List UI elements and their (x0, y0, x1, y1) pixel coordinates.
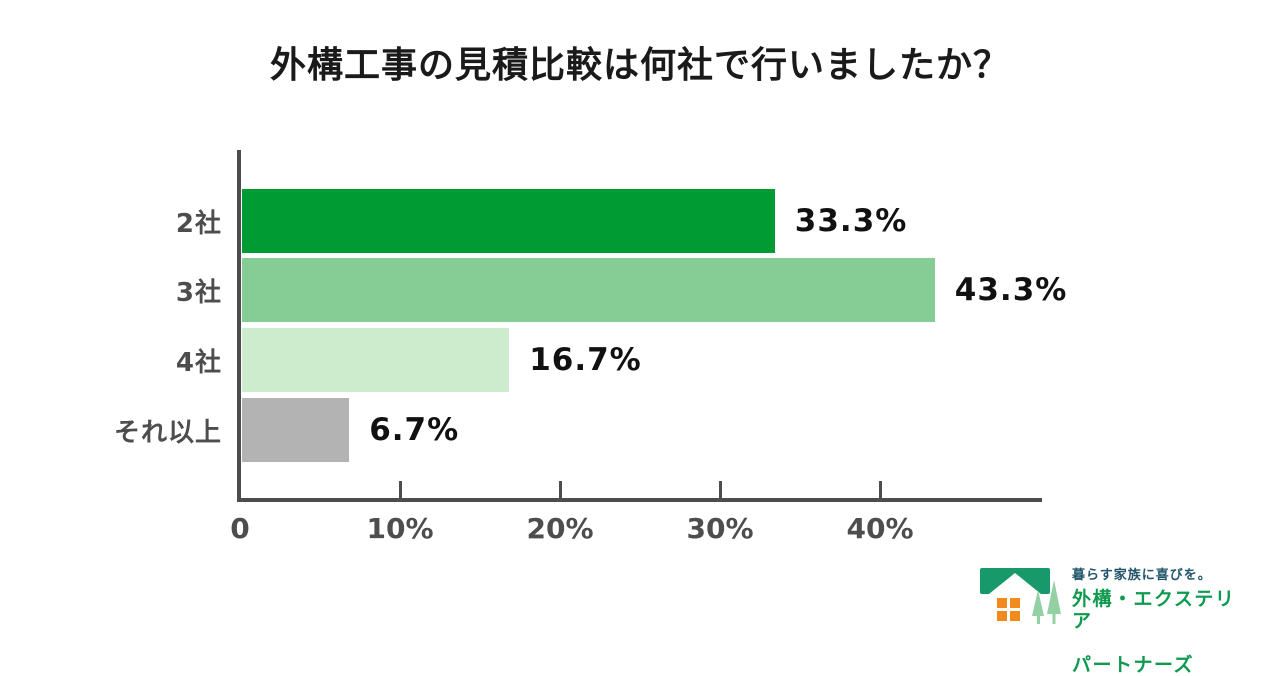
y-axis-line (237, 150, 241, 502)
bar-row: 2社 33.3% (0, 189, 1280, 253)
category-label: それ以上 (113, 417, 222, 448)
value-label: 6.7% (369, 412, 460, 448)
bar-2sha (242, 189, 775, 253)
bar-row: 3社 43.3% (0, 258, 1280, 322)
bar-row: 4社 16.7% (0, 328, 1280, 392)
x-tick-label: 10% (366, 512, 434, 545)
logo-company-name: 外構・エクステリア パートナーズ (1072, 588, 1237, 676)
x-tick-label: 30% (686, 512, 754, 545)
value-label: 43.3% (954, 272, 1068, 308)
logo-tagline: 暮らす家族に喜びを。 (1072, 568, 1212, 583)
bar-sore-ijou (242, 398, 350, 462)
bar-row: それ以上 6.7% (0, 398, 1280, 462)
x-tick-mark (398, 481, 402, 498)
x-tick-mark (718, 481, 722, 498)
value-label: 33.3% (794, 203, 908, 239)
category-label: 2社 (175, 208, 222, 239)
logo-name-line2: パートナーズ (1072, 654, 1195, 676)
house-and-trees-icon (980, 568, 1061, 624)
value-label: 16.7% (529, 342, 642, 378)
chart-title: 外構工事の見積比較は何社で行いましたか？ (269, 45, 1010, 86)
logo-name-line1: 外構・エクステリア (1072, 588, 1236, 632)
category-label: 3社 (175, 277, 222, 308)
x-axis-line (237, 498, 1042, 502)
bar-4sha (242, 328, 510, 392)
x-tick-label: 0 (230, 512, 250, 545)
x-tick-label: 40% (846, 512, 914, 545)
x-tick-mark (558, 481, 562, 498)
category-label: 4社 (175, 347, 222, 378)
x-tick-label: 20% (526, 512, 594, 545)
x-tick-mark (878, 481, 882, 498)
company-logo: 暮らす家族に喜びを。 外構・エクステリア パートナーズ (977, 564, 1237, 676)
bar-3sha (242, 258, 935, 322)
